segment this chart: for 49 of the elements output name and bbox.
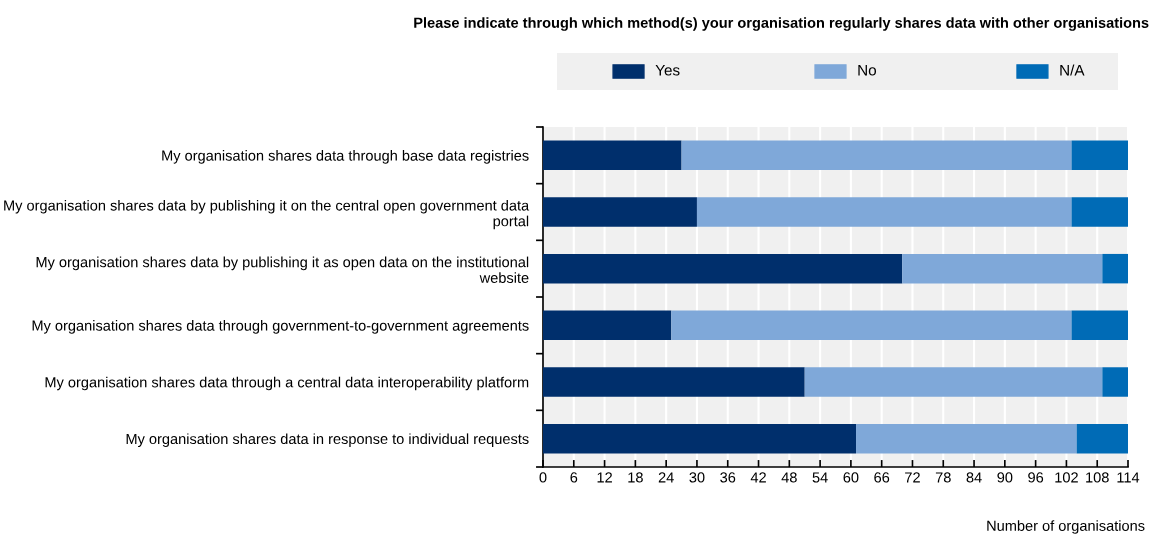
bar bbox=[1071, 310, 1128, 341]
y-tick-label: My organisation shares data through government-to-government agreements bbox=[32, 320, 529, 334]
x-tick-label: 114 bbox=[1117, 472, 1140, 483]
bar bbox=[543, 310, 672, 341]
bar bbox=[681, 140, 1072, 171]
x-tick-label: 84 bbox=[966, 472, 982, 483]
y-tick-label: My organisation shares data through a central data interoperability platform bbox=[45, 376, 529, 391]
bar bbox=[1071, 197, 1128, 227]
x-tick-label: 66 bbox=[874, 472, 890, 483]
x-tick-label: 0 bbox=[539, 472, 547, 483]
bar bbox=[902, 253, 1103, 284]
y-tick-label: My organisation shares data by publishing it on the central open government data portal bbox=[4, 199, 530, 230]
x-tick-label: 60 bbox=[843, 472, 859, 483]
y-tick-label: My organisation shares data by publishing it as open data on the institutional website bbox=[36, 256, 529, 284]
chart-title: Please indicate through which method(s) your organisation regularly shares data with other organisations bbox=[414, 17, 1149, 31]
x-tick-label: 108 bbox=[1086, 472, 1109, 483]
y-tick-label: My organisation shares data through base data registries bbox=[162, 150, 529, 164]
legend-label: No bbox=[858, 64, 877, 76]
bar bbox=[671, 310, 1072, 341]
x-axis-title: Number of organisations bbox=[987, 520, 1145, 534]
bar bbox=[543, 140, 682, 171]
bar bbox=[543, 197, 697, 227]
bar bbox=[1102, 367, 1128, 397]
bar bbox=[856, 423, 1077, 454]
bar bbox=[543, 367, 805, 397]
x-tick-label: 78 bbox=[935, 472, 951, 483]
x-tick-label: 18 bbox=[628, 472, 643, 483]
y-tick-label: My organisation shares data in response to individual requests bbox=[126, 433, 529, 447]
x-tick-label: 96 bbox=[1028, 472, 1044, 483]
legend-label: Yes bbox=[655, 64, 680, 76]
bar bbox=[543, 423, 857, 454]
x-tick-label: 36 bbox=[720, 472, 736, 483]
bar bbox=[804, 367, 1103, 397]
legend-label: N/A bbox=[1060, 64, 1085, 76]
bar bbox=[1071, 140, 1128, 171]
x-tick-label: 72 bbox=[905, 472, 920, 483]
bar bbox=[696, 197, 1072, 227]
x-tick-label: 102 bbox=[1055, 472, 1078, 483]
x-tick-label: 54 bbox=[812, 472, 828, 483]
x-tick-label: 12 bbox=[597, 472, 612, 483]
x-tick-label: 6 bbox=[570, 472, 578, 483]
x-tick-label: 24 bbox=[658, 472, 674, 483]
bar bbox=[543, 253, 903, 284]
x-tick-label: 48 bbox=[781, 472, 797, 483]
x-tick-label: 90 bbox=[997, 472, 1013, 483]
bar bbox=[1076, 423, 1128, 454]
x-tick-label: 30 bbox=[689, 472, 705, 483]
x-tick-label: 42 bbox=[750, 472, 766, 483]
bar bbox=[1102, 253, 1128, 284]
